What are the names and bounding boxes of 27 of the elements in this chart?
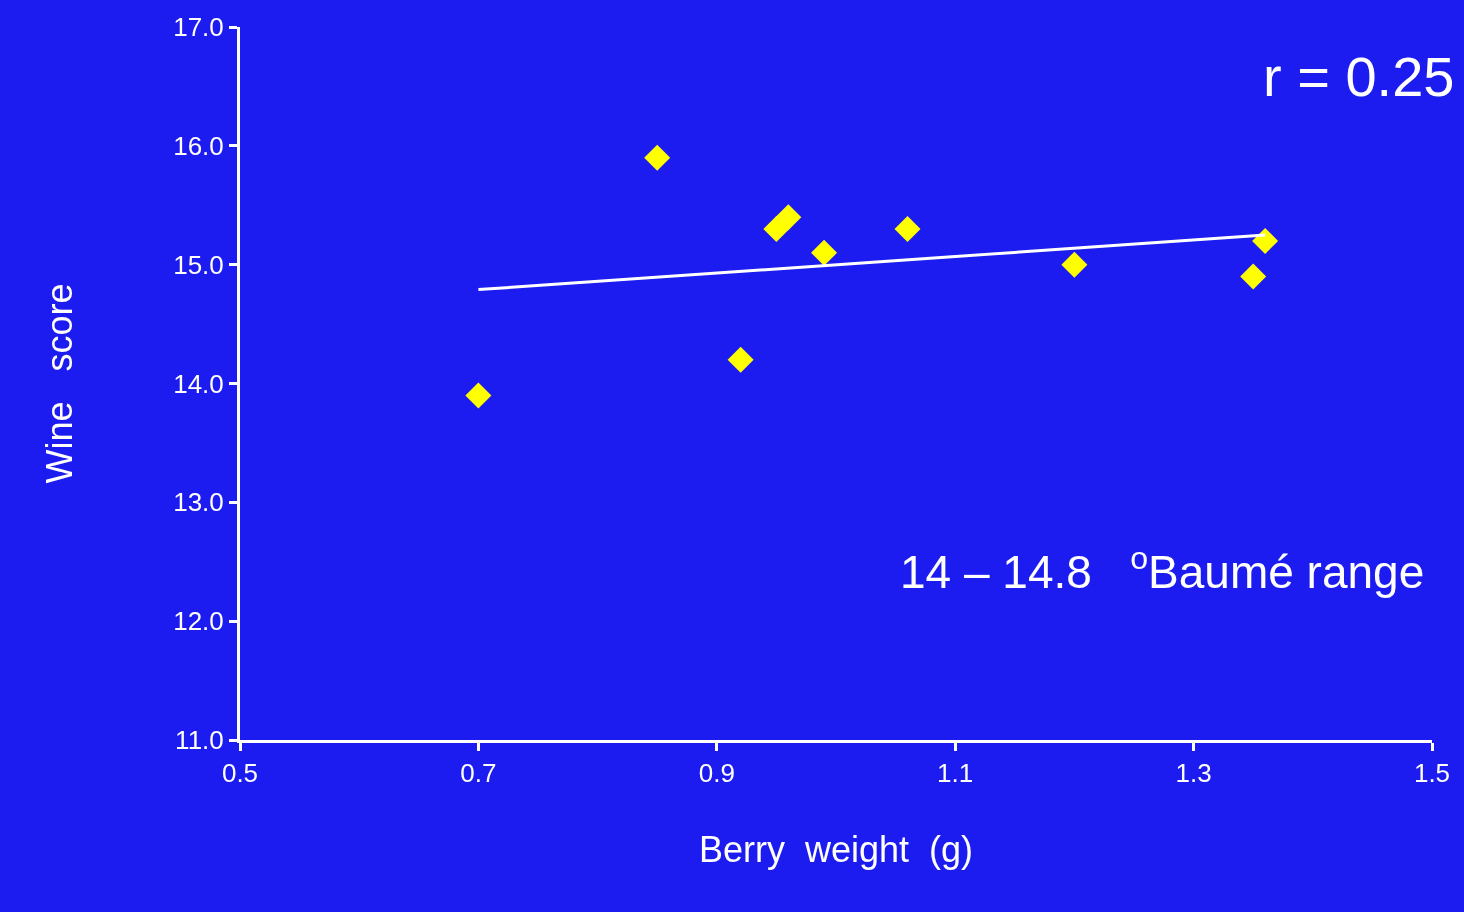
point [727,346,754,373]
point [644,144,671,171]
point [1061,251,1088,278]
point [775,204,802,231]
point [1252,227,1279,254]
x-tick-label: 0.9 [698,758,735,789]
y-tick-label: 12.0 [173,606,224,637]
x-tick-label: 1.1 [937,758,974,789]
x-axis-title: Berry weight (g) [698,828,974,870]
y-axis-title: Wine score [39,283,81,484]
y-tick-label: 14.0 [173,368,224,399]
point [894,216,921,243]
point [763,216,790,243]
y-tick-label: 11.0 [175,725,224,756]
x-tick-label: 0.7 [460,758,497,789]
y-tick-label: 15.0 [173,249,224,280]
x-tick-label: 1.3 [1175,758,1212,789]
y-tick-label: 13.0 [173,487,224,518]
y-tick-label: 16.0 [173,130,224,161]
annotation: r = 0.25 [1263,45,1455,108]
x-tick-label: 0.5 [221,758,259,789]
x-tick-label: 1.5 [1413,758,1451,789]
point [811,239,838,266]
annotation: 14 – 14.8 $^{o}$Baumé range [900,540,1425,599]
point [1240,263,1267,290]
point [465,382,492,409]
y-tick-label: 17.0 [173,12,224,43]
